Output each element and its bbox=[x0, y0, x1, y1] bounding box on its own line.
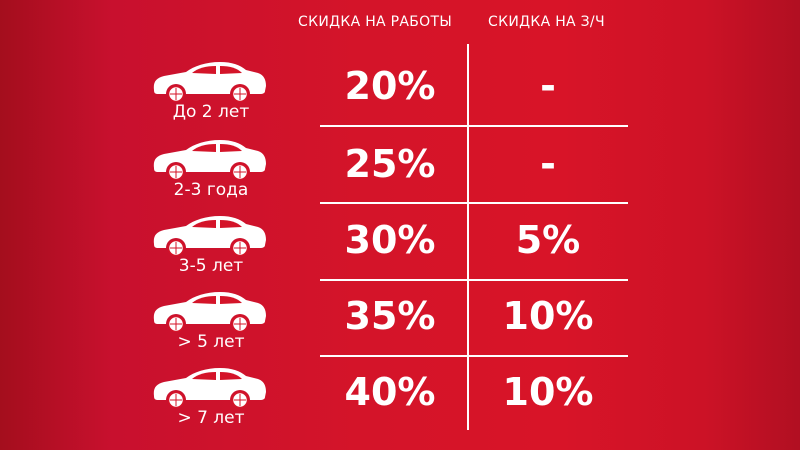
row-divider bbox=[320, 355, 628, 357]
car-icon bbox=[150, 286, 268, 333]
discount-row: > 5 лет 35% 10% bbox=[0, 286, 800, 362]
discount-row: 2-3 года 25% - bbox=[0, 134, 800, 210]
parts-discount-value: 10% bbox=[502, 370, 594, 414]
works-discount-value: 35% bbox=[344, 294, 436, 338]
row-divider bbox=[320, 279, 628, 281]
works-discount-value: 30% bbox=[344, 218, 436, 262]
car-age-label: 3-5 лет bbox=[178, 256, 244, 276]
car-age-label: > 5 лет bbox=[177, 332, 245, 352]
discount-row: 3-5 лет 30% 5% bbox=[0, 210, 800, 286]
header-works-discount: СКИДКА НА РАБОТЫ bbox=[298, 14, 452, 30]
column-divider bbox=[467, 44, 469, 430]
parts-discount-value: - bbox=[540, 142, 556, 186]
car-icon bbox=[150, 56, 268, 103]
works-discount-value: 20% bbox=[344, 64, 436, 108]
parts-discount-value: 10% bbox=[502, 294, 594, 338]
discount-row: До 2 лет 20% - bbox=[0, 56, 800, 132]
works-discount-value: 25% bbox=[344, 142, 436, 186]
row-divider bbox=[320, 125, 628, 127]
parts-discount-value: - bbox=[540, 64, 556, 108]
car-icon bbox=[150, 362, 268, 409]
works-discount-value: 40% bbox=[344, 370, 436, 414]
row-divider bbox=[320, 202, 628, 204]
header-parts-discount: СКИДКА НА З/Ч bbox=[488, 14, 605, 30]
car-age-label: До 2 лет bbox=[172, 102, 250, 122]
car-age-label: > 7 лет bbox=[177, 408, 245, 428]
car-icon bbox=[150, 210, 268, 257]
discount-row: > 7 лет 40% 10% bbox=[0, 362, 800, 438]
car-icon bbox=[150, 134, 268, 181]
parts-discount-value: 5% bbox=[515, 218, 581, 262]
car-age-label: 2-3 года bbox=[173, 180, 249, 200]
